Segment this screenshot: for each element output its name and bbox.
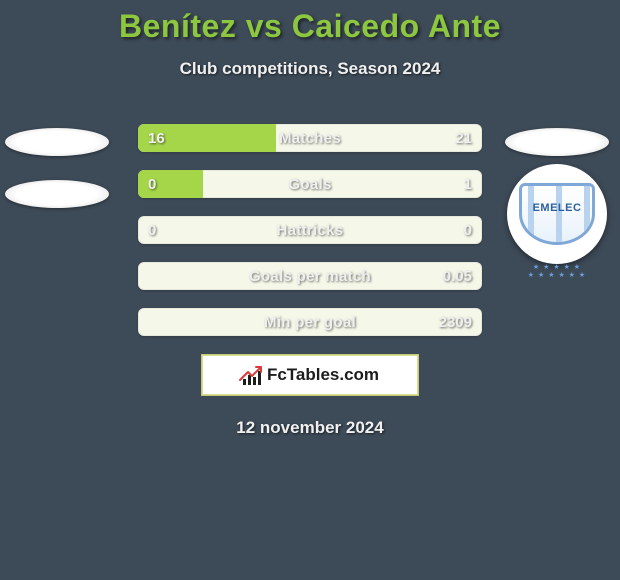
fctables-label: FcTables.com (267, 365, 379, 385)
date-line: 12 november 2024 (0, 418, 620, 438)
placeholder-ellipse (5, 128, 109, 156)
placeholder-ellipse (505, 128, 609, 156)
placeholder-ellipse (5, 180, 109, 208)
stat-label: Goals per match (138, 262, 482, 290)
stat-bars: 1621Matches 01Goals 00Hattricks 0.05Goals p… (138, 124, 482, 336)
stat-row: 0.05Goals per match (138, 262, 482, 290)
stat-label: Min per goal (138, 308, 482, 336)
fctables-branding: FcTables.com (201, 354, 419, 396)
club-badge-emelec: EMELEC★ ★ ★ ★ ★★ ★ ★ ★ ★ ★ (507, 164, 607, 264)
stat-label: Goals (138, 170, 482, 198)
stat-row: 00Hattricks (138, 216, 482, 244)
page-title: Benítez vs Caicedo Ante (0, 0, 620, 45)
star-icon: ★ ★ ★ ★ ★★ ★ ★ ★ ★ ★ (507, 264, 607, 280)
stats-area: EMELEC★ ★ ★ ★ ★★ ★ ★ ★ ★ ★ 1621Matches01… (0, 124, 620, 336)
comparison-card: Benítez vs Caicedo Ante Club competition… (0, 0, 620, 580)
crest-icon: EMELEC (519, 183, 595, 245)
stat-row: 2309Min per goal (138, 308, 482, 336)
stat-label: Hattricks (138, 216, 482, 244)
subtitle: Club competitions, Season 2024 (0, 59, 620, 79)
stat-row: 1621Matches (138, 124, 482, 152)
stat-row: 01Goals (138, 170, 482, 198)
fctables-icon (241, 367, 261, 383)
club-name: EMELEC (522, 202, 592, 214)
stat-label: Matches (138, 124, 482, 152)
